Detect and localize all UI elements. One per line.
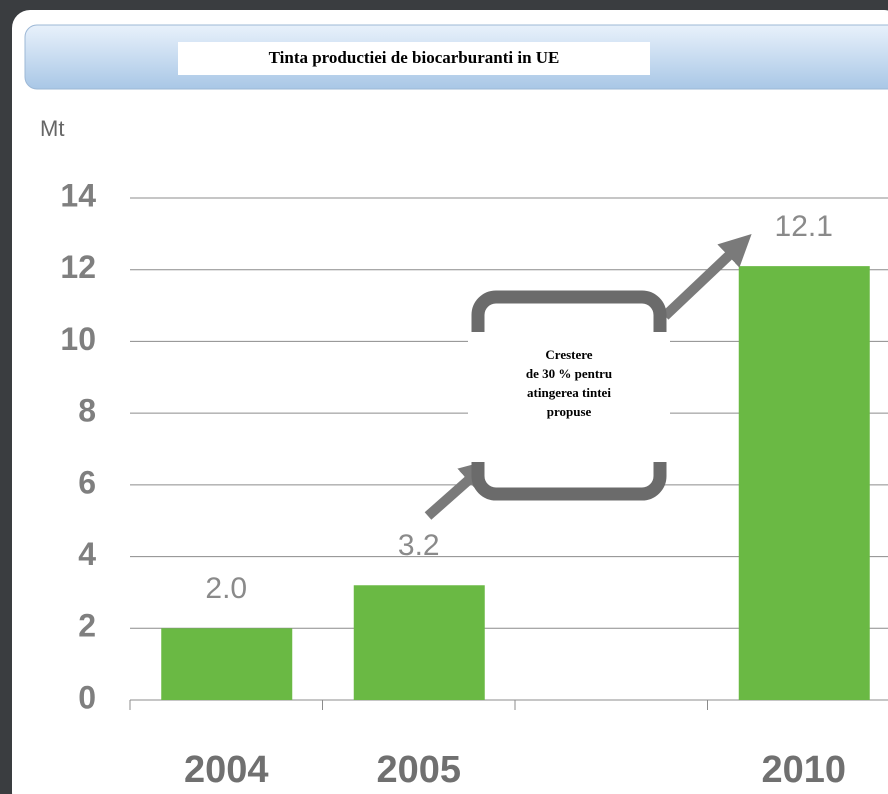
annotation-text: de 30 % pentru [526, 366, 612, 381]
value-label: 12.1 [775, 210, 833, 243]
y-tick-label: 0 [78, 679, 96, 715]
y-tick-label: 6 [78, 464, 96, 500]
annotation: Crestere de 30 % pentru atingerea tintei pr… [526, 347, 612, 419]
bar [161, 628, 293, 700]
x-tick-label: 2004 [184, 749, 269, 791]
y-tick-label: 4 [78, 536, 96, 572]
y-tick-label: 8 [78, 393, 96, 429]
y-tick-label: 14 [60, 177, 96, 213]
bracket-gap [650, 332, 670, 462]
chart-title: Tinta productiei de biocarburanti in UE [269, 48, 560, 67]
y-tick-label: 12 [60, 249, 96, 285]
value-label: 3.2 [398, 529, 440, 562]
y-tick-label: 2 [78, 608, 96, 644]
annotation-text: Crestere [545, 347, 592, 362]
x-tick-label: 2010 [761, 749, 846, 791]
y-tick-label: 10 [60, 321, 96, 357]
x-tick-label: 2005 [376, 749, 461, 791]
bracket-gap [468, 332, 488, 462]
title-box [178, 42, 650, 75]
panel [12, 10, 888, 794]
bar [353, 585, 485, 700]
arrow [661, 234, 752, 320]
value-label: 2.0 [205, 572, 247, 605]
annotation-text: propuse [547, 404, 592, 419]
bar [738, 266, 870, 700]
y-axis-label: Mt [40, 116, 64, 141]
arrow [424, 459, 492, 520]
annotation-text: atingerea tintei [527, 385, 611, 400]
